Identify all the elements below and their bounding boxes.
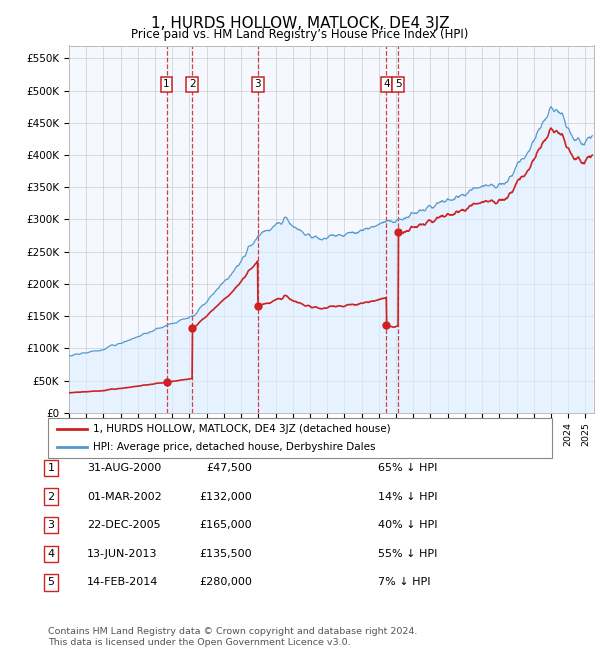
Text: 1: 1: [47, 463, 55, 473]
Text: 13-JUN-2013: 13-JUN-2013: [87, 549, 157, 559]
Text: 65% ↓ HPI: 65% ↓ HPI: [378, 463, 437, 473]
Text: 1: 1: [163, 79, 170, 89]
Text: 3: 3: [47, 520, 55, 530]
Text: 31-AUG-2000: 31-AUG-2000: [87, 463, 161, 473]
Text: Price paid vs. HM Land Registry’s House Price Index (HPI): Price paid vs. HM Land Registry’s House …: [131, 28, 469, 41]
Text: 01-MAR-2002: 01-MAR-2002: [87, 491, 162, 502]
Text: £132,000: £132,000: [199, 491, 252, 502]
Text: HPI: Average price, detached house, Derbyshire Dales: HPI: Average price, detached house, Derb…: [93, 442, 376, 452]
Text: 2: 2: [47, 491, 55, 502]
Text: £47,500: £47,500: [206, 463, 252, 473]
Text: 1, HURDS HOLLOW, MATLOCK, DE4 3JZ: 1, HURDS HOLLOW, MATLOCK, DE4 3JZ: [151, 16, 449, 31]
Text: Contains HM Land Registry data © Crown copyright and database right 2024.
This d: Contains HM Land Registry data © Crown c…: [48, 627, 418, 647]
Text: £135,500: £135,500: [199, 549, 252, 559]
Text: £165,000: £165,000: [199, 520, 252, 530]
Text: 7% ↓ HPI: 7% ↓ HPI: [378, 577, 431, 588]
Text: £280,000: £280,000: [199, 577, 252, 588]
Text: 3: 3: [254, 79, 261, 89]
Text: 14% ↓ HPI: 14% ↓ HPI: [378, 491, 437, 502]
Text: 4: 4: [383, 79, 390, 89]
Text: 22-DEC-2005: 22-DEC-2005: [87, 520, 161, 530]
Text: 14-FEB-2014: 14-FEB-2014: [87, 577, 158, 588]
Text: 5: 5: [47, 577, 55, 588]
Text: 4: 4: [47, 549, 55, 559]
Text: 5: 5: [395, 79, 401, 89]
Text: 1, HURDS HOLLOW, MATLOCK, DE4 3JZ (detached house): 1, HURDS HOLLOW, MATLOCK, DE4 3JZ (detac…: [93, 424, 391, 434]
Text: 2: 2: [189, 79, 196, 89]
Text: 55% ↓ HPI: 55% ↓ HPI: [378, 549, 437, 559]
Text: 40% ↓ HPI: 40% ↓ HPI: [378, 520, 437, 530]
